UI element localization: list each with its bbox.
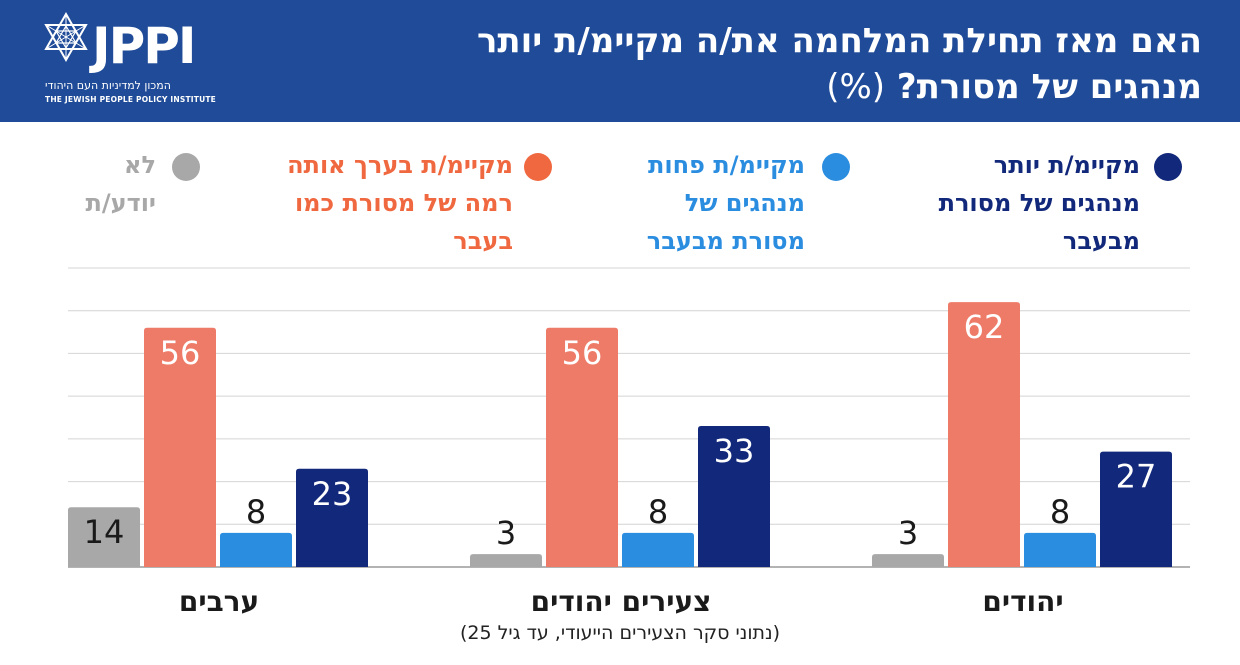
- legend-item-dontknow: לא יודע/ת: [50, 146, 200, 236]
- title-line-2-text: מנהגים של מסורת?: [896, 67, 1202, 107]
- legend-item-less: מקיימ/ת פחות מנהגים של מסורת מבעבר: [600, 146, 850, 266]
- legend-dot-more: [1154, 153, 1182, 181]
- legend-less-line-1: מקיימ/ת פחות: [648, 151, 805, 179]
- bar-more-0: [1100, 451, 1172, 567]
- legend-dot-same: [524, 153, 552, 181]
- header-banner: JPPI המכון למדיניות העם היהודי THE JEWIS…: [0, 0, 1240, 122]
- legend-dot-less: [822, 153, 850, 181]
- legend-same-line-1: מקיימ/ת בערך אותה: [287, 151, 513, 179]
- logo-wordmark: JPPI: [92, 17, 196, 75]
- title-unit: (%): [826, 67, 886, 107]
- data-label: 8: [246, 493, 266, 531]
- bar-less-0: [1024, 532, 1096, 567]
- legend-dontknow-line-2: יודע/ת: [85, 189, 156, 217]
- category-label-jews: יהודים: [982, 585, 1064, 618]
- page-title: האם מאז תחילת המלחמה את/ה מקיימ/ת יותר מ…: [302, 18, 1202, 110]
- legend-less-line-3: מסורת מבעבר: [646, 227, 805, 255]
- data-label: 8: [648, 493, 668, 531]
- bar-dontknow-2: [68, 507, 140, 567]
- bar-same-0: [948, 302, 1020, 567]
- data-label: 56: [562, 334, 603, 372]
- legend-text-same: מקיימ/ת בערך אותה רמה של מסורת כמו בעבר: [287, 146, 513, 260]
- category-label-arabs: ערבים: [178, 585, 260, 618]
- data-label: 62: [964, 308, 1005, 346]
- title-line-1: האם מאז תחילת המלחמה את/ה מקיימ/ת יותר: [476, 21, 1202, 61]
- legend-same-line-3: בעבר: [453, 227, 513, 255]
- legend-text-less: מקיימ/ת פחות מנהגים של מסורת מבעבר: [647, 146, 805, 260]
- star-of-david-icon: [44, 12, 88, 62]
- source-note: (נתוני סקר הצעירים הייעודי, עד גיל 25): [459, 622, 781, 644]
- bar-less-2: [220, 532, 292, 567]
- data-label: 14: [84, 513, 125, 551]
- bar-less-1: [622, 532, 694, 567]
- bar-dontknow-1: [470, 554, 542, 567]
- legend-dontknow-line-1: לא: [124, 151, 156, 179]
- bar-more-1: [698, 426, 770, 567]
- legend-dot-dontknow: [172, 153, 200, 181]
- category-label-young-jews: צעירים יהודים: [530, 585, 712, 618]
- title-line-2: מנהגים של מסורת? (%): [302, 64, 1202, 110]
- bar-same-2: [144, 327, 216, 567]
- legend-less-line-2: מנהגים של: [684, 189, 805, 217]
- data-label: 8: [1050, 493, 1070, 531]
- legend-more-line-2: מנהגים של מסורת: [938, 189, 1140, 217]
- legend-more-line-1: מקיימ/ת יותר: [993, 151, 1140, 179]
- legend-text-more: מקיימ/ת יותר מנהגים של מסורת מבעבר: [939, 146, 1140, 260]
- data-label: 3: [496, 514, 516, 552]
- data-label: 56: [160, 334, 201, 372]
- data-label: 27: [1116, 458, 1157, 496]
- data-label: 3: [898, 514, 918, 552]
- data-label: 23: [312, 475, 353, 513]
- legend-item-same: מקיימ/ת בערך אותה רמה של מסורת כמו בעבר: [252, 146, 552, 266]
- legend-item-more: מקיימ/ת יותר מנהגים של מסורת מבעבר: [892, 146, 1182, 266]
- logo-subtitle-english: THE JEWISH PEOPLE POLICY INSTITUTE: [45, 95, 217, 104]
- jppi-logo: JPPI המכון למדיניות העם היהודי THE JEWIS…: [42, 12, 216, 112]
- logo-subtitle-hebrew: המכון למדיניות העם היהודי: [45, 79, 171, 92]
- legend-text-dontknow: לא יודע/ת: [85, 146, 156, 222]
- bar-same-1: [546, 327, 618, 567]
- data-label: 33: [714, 432, 755, 470]
- bar-more-2: [296, 468, 368, 567]
- legend-same-line-2: רמה של מסורת כמו: [294, 189, 513, 217]
- legend-more-line-3: מבעבר: [1062, 227, 1140, 255]
- bar-dontknow-0: [872, 554, 944, 567]
